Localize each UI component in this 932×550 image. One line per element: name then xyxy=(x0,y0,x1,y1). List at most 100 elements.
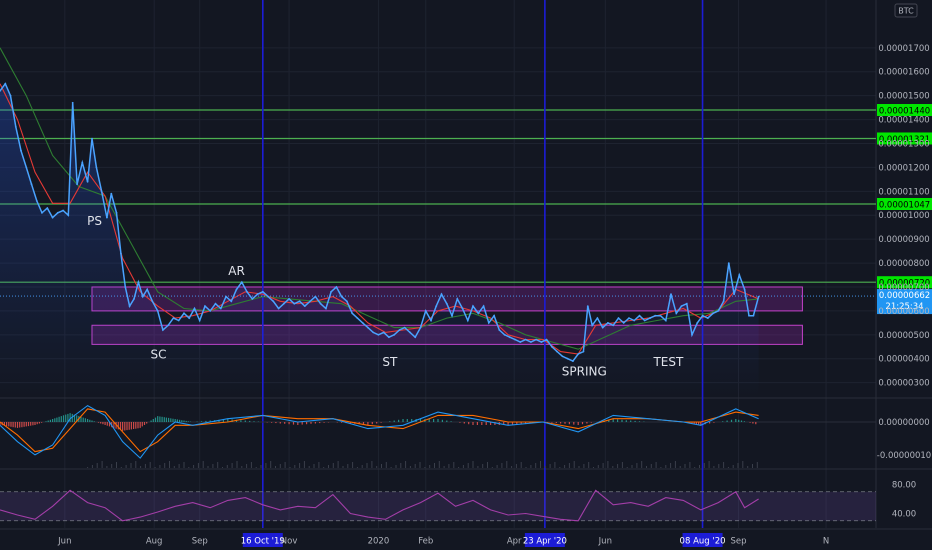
price-point xyxy=(188,317,191,319)
level-price-label: 0.00001047 xyxy=(879,201,930,211)
price-point xyxy=(193,307,196,310)
price-point xyxy=(722,300,725,303)
price-point xyxy=(377,333,380,336)
price-point xyxy=(46,207,49,210)
price-point xyxy=(622,322,625,324)
annotations: PS AR SC ST SPRING TEST xyxy=(87,214,684,379)
price-point xyxy=(156,310,159,312)
vertical-markers[interactable]: 16 Oct '19 23 Apr '20 08 Aug '20 xyxy=(241,0,726,547)
price-point xyxy=(586,305,589,307)
price-point xyxy=(356,317,359,319)
price-point xyxy=(141,295,144,298)
price-tick-label: 0.00000900 xyxy=(878,235,929,245)
price-point xyxy=(493,314,495,317)
price-point xyxy=(246,290,248,293)
price-point xyxy=(62,209,64,212)
price-point xyxy=(466,319,469,322)
price-point xyxy=(654,314,657,317)
time-tick-label: 2020 xyxy=(368,537,390,547)
time-tick-label: Sep xyxy=(192,537,208,547)
price-point xyxy=(566,357,569,360)
price-point xyxy=(41,211,43,214)
price-point xyxy=(617,317,620,319)
price-point xyxy=(712,312,714,315)
price-point xyxy=(230,300,233,303)
time-tick-label: Aug xyxy=(146,537,163,547)
vertical-marker-tag xyxy=(524,533,565,547)
price-point xyxy=(288,298,290,300)
price-point xyxy=(133,298,135,300)
price-point xyxy=(198,319,201,322)
rsi-band xyxy=(0,491,876,521)
price-point xyxy=(409,331,411,334)
price-point xyxy=(261,290,264,293)
price-point xyxy=(330,290,332,293)
annotation-label: SPRING xyxy=(562,364,607,378)
time-tick-label: N xyxy=(823,537,829,547)
price-point xyxy=(696,322,699,324)
vertical-marker-tag xyxy=(682,533,723,547)
vertical-marker-label: 08 Aug '20 xyxy=(680,537,726,547)
price-point xyxy=(128,305,131,307)
price-point xyxy=(556,350,558,353)
time-tick-label: Sep xyxy=(730,537,746,547)
rsi-panel: 80.00 40.00 xyxy=(0,481,916,522)
price-point xyxy=(498,329,501,331)
price-point xyxy=(430,319,432,322)
price-tick-label: 0.00001400 xyxy=(878,116,929,126)
price-point xyxy=(414,336,417,339)
price-point xyxy=(530,341,532,343)
price-point xyxy=(95,166,98,169)
price-point xyxy=(361,322,364,324)
price-point xyxy=(251,298,254,300)
price-point xyxy=(51,216,54,219)
price-point xyxy=(367,326,369,329)
price-point xyxy=(209,310,212,312)
annotation-label: SC xyxy=(151,348,167,362)
price-point xyxy=(649,317,651,319)
currency-badge[interactable] xyxy=(894,3,918,18)
macd-tick-label: -0.00000010 xyxy=(877,451,931,461)
price-tick-label: 0.00000600 xyxy=(878,307,929,317)
price-point xyxy=(435,305,438,307)
price-point xyxy=(659,314,662,317)
price-point xyxy=(14,125,17,128)
price-point xyxy=(628,317,630,319)
price-point xyxy=(691,333,693,336)
last-price-tag xyxy=(877,289,932,315)
price-point xyxy=(540,341,543,343)
price-point xyxy=(335,286,338,288)
time-tick-label: Nov xyxy=(281,537,298,547)
price-point xyxy=(685,302,688,305)
price-point xyxy=(56,211,59,214)
price-point xyxy=(717,310,720,312)
time-tick-label: Apr xyxy=(507,537,522,547)
price-point xyxy=(424,310,427,312)
price-point xyxy=(204,305,206,307)
price-point xyxy=(67,214,70,217)
price-point xyxy=(277,307,280,310)
ma-slow-line xyxy=(0,47,759,350)
vertical-marker-tag xyxy=(242,533,283,547)
price-point xyxy=(177,319,180,322)
price-point xyxy=(398,329,401,331)
time-tick-label: Feb xyxy=(418,537,433,547)
price-point xyxy=(748,314,750,317)
price-point xyxy=(472,305,474,307)
price-point xyxy=(0,90,1,92)
price-point xyxy=(214,302,217,305)
price-point xyxy=(319,302,322,305)
price-point xyxy=(20,149,22,152)
price-tick-label: 0.00000800 xyxy=(878,259,929,269)
price-point xyxy=(572,360,574,362)
price-point xyxy=(743,288,746,291)
annotation-label: ST xyxy=(382,355,398,369)
price-tick-label: 0.00001700 xyxy=(878,44,929,54)
price-point xyxy=(293,302,296,305)
price-point xyxy=(172,317,175,319)
level-price-label: 0.00001321 xyxy=(879,135,930,145)
price-point xyxy=(382,331,385,334)
price-point xyxy=(680,305,683,307)
